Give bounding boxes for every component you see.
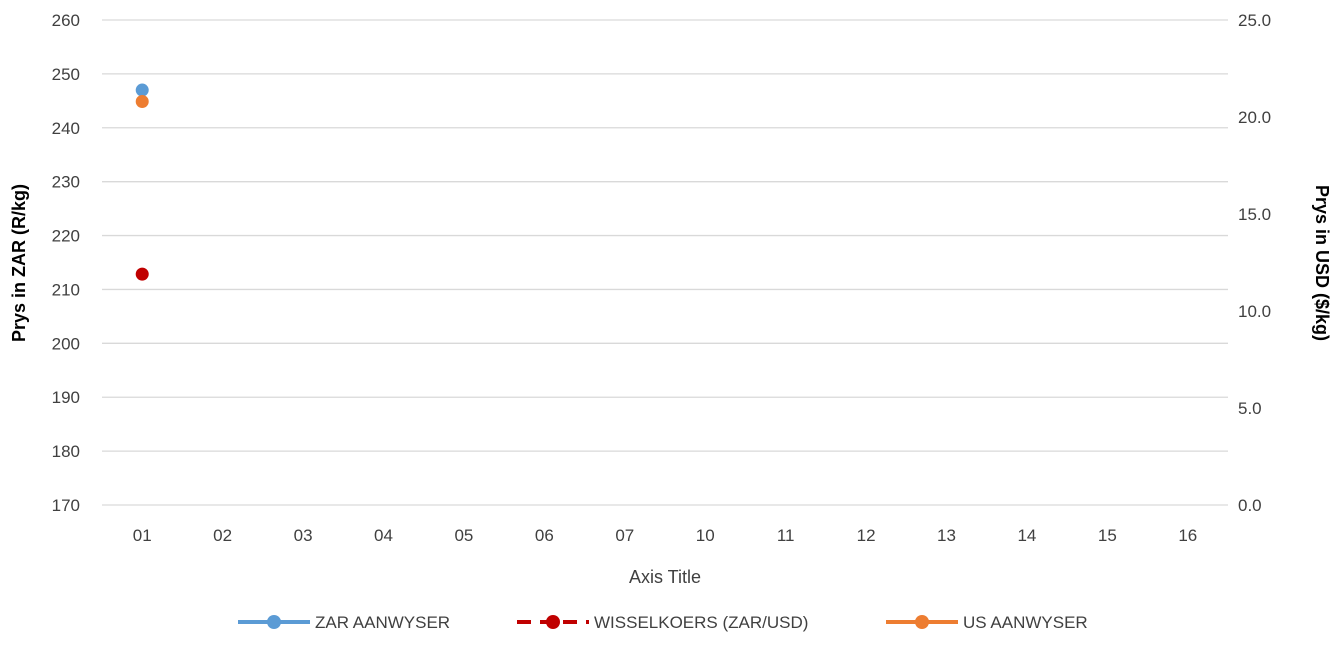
x-tick-label: 11 bbox=[777, 526, 795, 545]
y-left-tick-label: 190 bbox=[52, 388, 80, 407]
y-left-tick-label: 260 bbox=[52, 11, 80, 30]
x-tick-label: 01 bbox=[133, 526, 152, 545]
x-tick-label: 03 bbox=[294, 526, 313, 545]
y-right-tick-label: 10.0 bbox=[1238, 302, 1271, 321]
x-tick-label: 06 bbox=[535, 526, 554, 545]
y-axis-left-title: Prys in ZAR (R/kg) bbox=[9, 184, 29, 342]
gridlines bbox=[102, 19, 1228, 506]
x-tick-label: 16 bbox=[1178, 526, 1197, 545]
x-tick-label: 07 bbox=[615, 526, 634, 545]
y-axis-right-title: Prys in USD ($/kg) bbox=[1312, 185, 1332, 341]
y-left-tick-label: 240 bbox=[52, 119, 80, 138]
y-left-tick-label: 200 bbox=[52, 334, 80, 353]
series-wisselkoers-zar-usd- bbox=[135, 267, 149, 281]
legend-item: US AANWYSER bbox=[886, 613, 1088, 632]
data-point bbox=[135, 267, 149, 281]
x-tick-label: 02 bbox=[213, 526, 232, 545]
series-us-aanwyser bbox=[135, 94, 149, 108]
y-left-tick-label: 210 bbox=[52, 280, 80, 299]
legend-item: ZAR AANWYSER bbox=[238, 613, 450, 632]
legend-swatch-marker bbox=[915, 615, 929, 629]
y-right-tick-label: 15.0 bbox=[1238, 205, 1271, 224]
x-tick-label: 04 bbox=[374, 526, 393, 545]
x-tick-label: 13 bbox=[937, 526, 956, 545]
y-left-tick-label: 180 bbox=[52, 442, 80, 461]
y-right-tick-label: 0.0 bbox=[1238, 496, 1262, 515]
legend-label: US AANWYSER bbox=[963, 613, 1088, 632]
y-left-tick-label: 250 bbox=[52, 65, 80, 84]
y-left-tick-label: 220 bbox=[52, 227, 80, 246]
legend-swatch-marker bbox=[267, 615, 281, 629]
legend-swatch-marker bbox=[546, 615, 560, 629]
x-axis-title: Axis Title bbox=[629, 567, 701, 587]
legend-label: ZAR AANWYSER bbox=[315, 613, 450, 632]
y-axis-right-ticks: 0.0 5.0 10.0 15.0 20.0 25.0 bbox=[1238, 11, 1271, 515]
x-tick-label: 12 bbox=[857, 526, 876, 545]
x-tick-label: 10 bbox=[696, 526, 715, 545]
legend-label: WISSELKOERS (ZAR/USD) bbox=[594, 613, 808, 632]
series-zar-aanwyser bbox=[135, 83, 149, 97]
data-point bbox=[135, 83, 149, 97]
legend: ZAR AANWYSER WISSELKOERS (ZAR/USD) US AANW… bbox=[238, 613, 1088, 632]
x-tick-label: 15 bbox=[1098, 526, 1117, 545]
legend-item: WISSELKOERS (ZAR/USD) bbox=[517, 613, 808, 632]
x-axis-ticks: 01 02 03 04 05 06 07 10 11 12 13 14 15 16 bbox=[133, 526, 1197, 545]
data-point bbox=[135, 94, 149, 108]
y-axis-left-ticks: 170 180 190 200 210 220 230 240 250 260 bbox=[52, 11, 80, 515]
series-layer bbox=[135, 83, 149, 281]
x-tick-label: 14 bbox=[1017, 526, 1036, 545]
y-left-tick-label: 230 bbox=[52, 173, 80, 192]
x-tick-label: 05 bbox=[454, 526, 473, 545]
y-left-tick-label: 170 bbox=[52, 496, 80, 515]
y-right-tick-label: 25.0 bbox=[1238, 11, 1271, 30]
y-right-tick-label: 5.0 bbox=[1238, 399, 1262, 418]
y-right-tick-label: 20.0 bbox=[1238, 108, 1271, 127]
